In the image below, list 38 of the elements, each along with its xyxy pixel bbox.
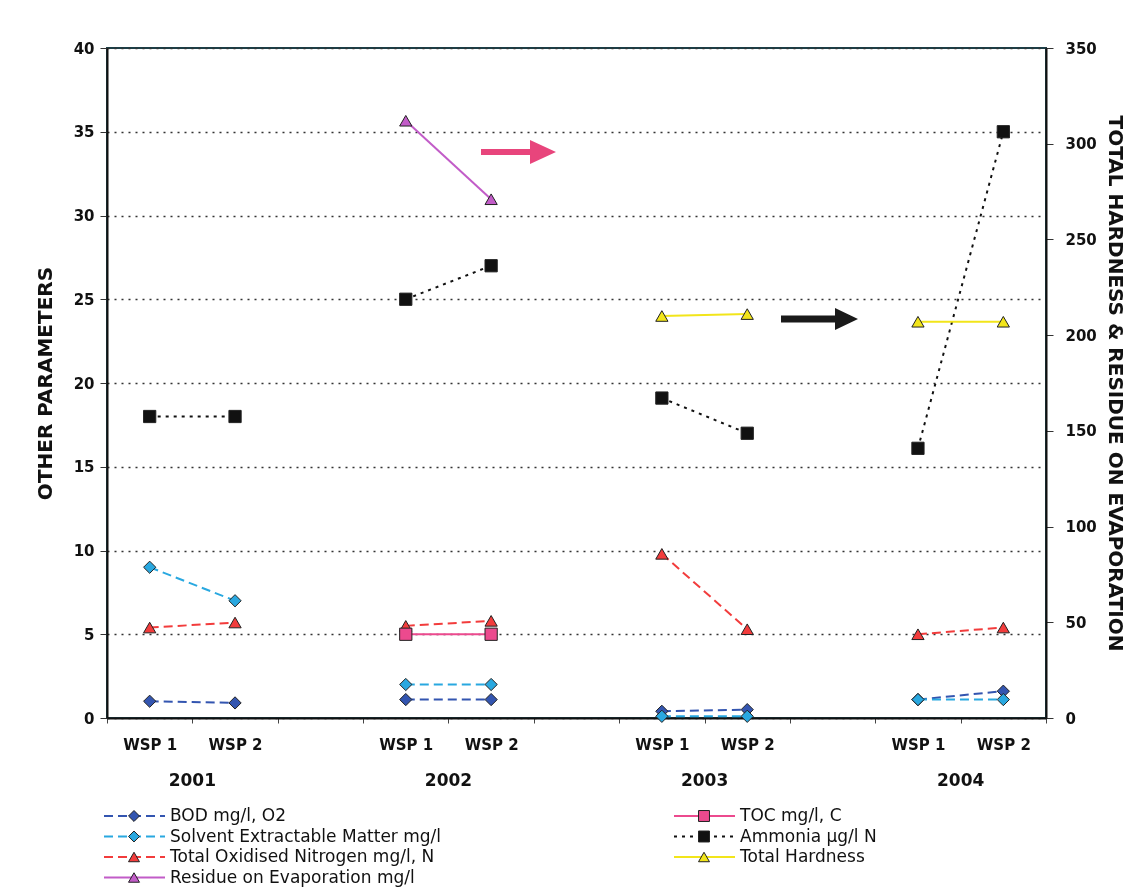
y-tick-label: 40 bbox=[73, 39, 95, 58]
y2-tick-label: 100 bbox=[1065, 518, 1097, 537]
y-tick-label: 0 bbox=[84, 709, 95, 728]
y-tick-label: 10 bbox=[73, 542, 95, 560]
y-axis-title: OTHER PARAMETERS bbox=[32, 266, 57, 501]
text: 2004 bbox=[936, 770, 985, 790]
x-tick-label: WSP 2 bbox=[464, 735, 519, 754]
legend-label: Total Oxidised Nitrogen mg/l, N bbox=[169, 846, 435, 866]
x-tick-label: WSP 1 bbox=[379, 735, 434, 754]
y2-tick-label: 0 bbox=[1065, 709, 1076, 728]
y2-tick-label: 350 bbox=[1065, 39, 1097, 58]
y-tick-label: 5 bbox=[84, 625, 95, 644]
text: 2003 bbox=[680, 770, 729, 790]
legend-label: BOD mg/l, O2 bbox=[170, 805, 287, 825]
x-tick-label: WSP 1 bbox=[635, 735, 690, 754]
x-tick-label: WSP 2 bbox=[976, 735, 1031, 754]
legend-label: Total Hardness bbox=[739, 846, 865, 866]
y2-axis-title: TOTAL HARDNESS & RESIDUE ON EVAPORATION bbox=[1103, 115, 1128, 652]
text: 2001 bbox=[168, 770, 217, 790]
legend-label: Residue on Evaporation mg/l bbox=[170, 866, 415, 887]
y-tick-label: 15 bbox=[73, 458, 95, 477]
x-tick-label: WSP 1 bbox=[123, 735, 178, 754]
y-tick-label: 30 bbox=[73, 207, 95, 225]
legend-label: TOC mg/l, C bbox=[739, 805, 842, 825]
y2-tick-label: 150 bbox=[1065, 422, 1097, 441]
legend-label: Ammonia µg/l N bbox=[740, 825, 877, 846]
legend-label: Solvent Extractable Matter mg/l bbox=[170, 825, 442, 846]
y2-tick-label: 250 bbox=[1065, 230, 1097, 249]
y2-tick-label: 300 bbox=[1065, 135, 1097, 154]
y-tick-label: 25 bbox=[73, 290, 95, 309]
y-tick-label: 35 bbox=[73, 123, 95, 142]
x-tick-label: WSP 2 bbox=[208, 735, 263, 754]
x-tick-label: WSP 2 bbox=[720, 735, 775, 754]
y-tick-label: 20 bbox=[73, 374, 95, 393]
y2-tick-label: 50 bbox=[1065, 613, 1087, 632]
y2-tick-label: 200 bbox=[1065, 326, 1097, 345]
x-tick-label: WSP 1 bbox=[891, 735, 946, 754]
text: 2002 bbox=[424, 770, 473, 790]
